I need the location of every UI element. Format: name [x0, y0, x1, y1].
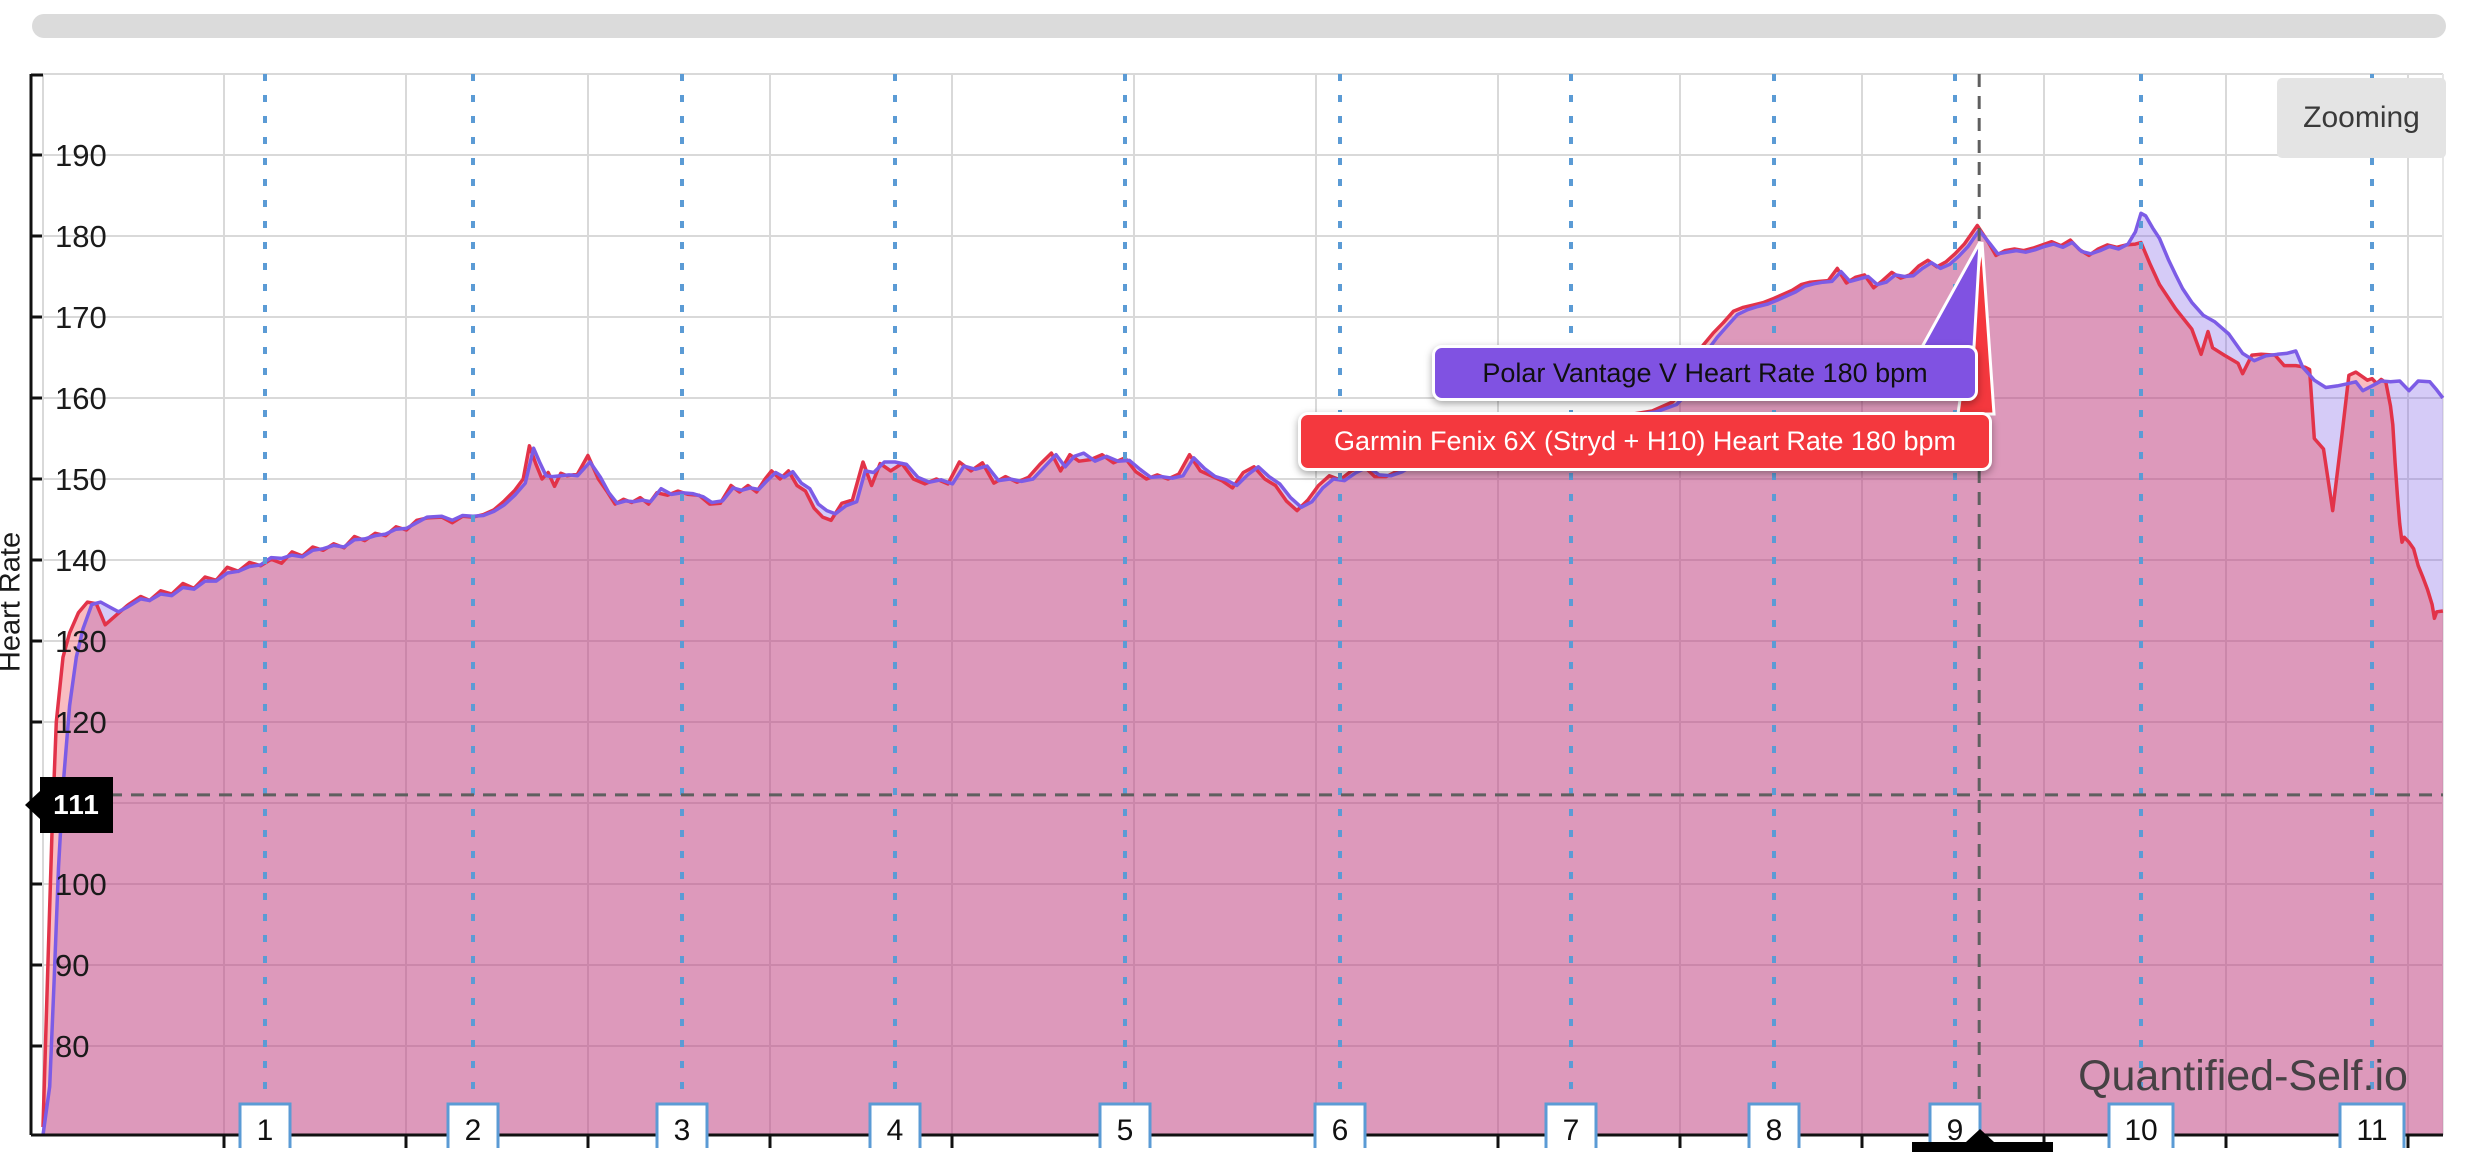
y-axis-title: Heart Rate	[0, 531, 27, 673]
mile-marker-box	[2107, 1102, 2175, 1148]
mile-marker-label: 3	[674, 1114, 691, 1147]
y-axis-label: 190	[55, 138, 107, 173]
y-axis-label: 160	[55, 381, 107, 416]
watermark-logo: Quantified-Self.io	[2078, 1052, 2408, 1100]
mile-marker-label: 8	[1766, 1114, 1783, 1147]
y-axis-label: 150	[55, 462, 107, 497]
mile-marker-label: 11	[2356, 1114, 2387, 1147]
mile-marker-label: 1	[257, 1114, 274, 1147]
y-axis-label: 100	[55, 867, 107, 902]
mile-marker-label: 7	[1563, 1114, 1580, 1147]
x-cursor-arrow-icon	[1966, 1129, 1994, 1142]
mile-marker-box	[868, 1102, 922, 1148]
mile-marker-label: 5	[1117, 1114, 1134, 1147]
mile-marker-box	[1098, 1102, 1152, 1148]
mile-marker-box	[238, 1102, 292, 1148]
garmin-area-fill	[43, 225, 2443, 1134]
y-axis-label: 170	[55, 300, 107, 335]
mile-marker-box	[446, 1102, 500, 1148]
mile-marker-label: 2	[465, 1114, 482, 1147]
y-axis-label: 140	[55, 543, 107, 578]
mile-marker-box	[1313, 1102, 1367, 1148]
y-axis-label: 80	[55, 1029, 89, 1064]
mile-marker-label: 10	[2124, 1114, 2157, 1147]
x-cursor-value-badge	[1912, 1142, 2053, 1152]
mile-marker-box	[655, 1102, 709, 1148]
horizontal-zoom-scrollbar[interactable]	[32, 14, 2446, 38]
garmin-series-tooltip: Garmin Fenix 6X (Stryd + H10) Heart Rate…	[1298, 412, 1992, 471]
mile-marker-label: 4	[887, 1114, 904, 1147]
mile-marker-box	[1747, 1102, 1801, 1148]
mile-marker-label: 6	[1332, 1114, 1349, 1147]
polar-series-tooltip: Polar Vantage V Heart Rate 180 bpm	[1432, 345, 1978, 401]
mile-marker-box	[1544, 1102, 1598, 1148]
y-axis-label: 90	[55, 948, 89, 983]
y-axis-label: 180	[55, 219, 107, 254]
y-axis-label: 120	[55, 705, 107, 740]
y-cursor-arrow-icon	[25, 791, 40, 819]
y-cursor-value-badge: 111	[40, 777, 113, 833]
y-axis-label: 130	[55, 624, 107, 659]
mile-marker-box	[2338, 1102, 2406, 1148]
polar-line	[41, 211, 2445, 1136]
zooming-status-button[interactable]: Zooming	[2277, 78, 2446, 158]
mile-marker-label: 9	[1947, 1114, 1964, 1147]
